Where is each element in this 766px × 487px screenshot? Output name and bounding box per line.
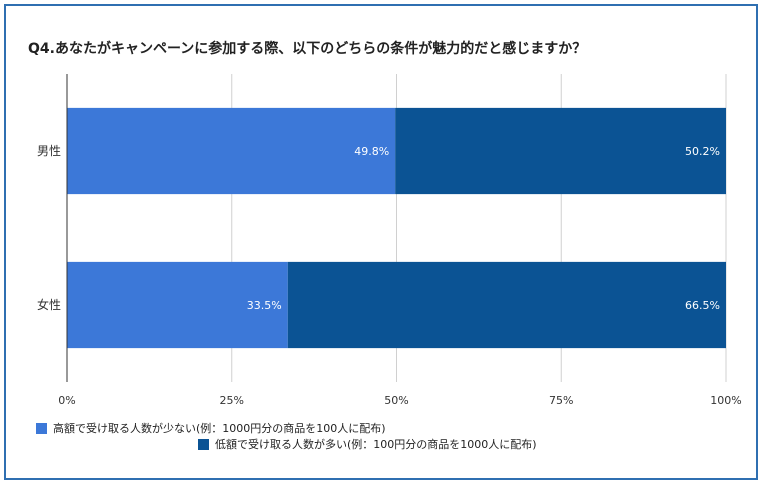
category-label: 女性: [37, 297, 61, 312]
legend-item-high-value: 高額で受け取る人数が少ない(例：1000円分の商品を100人に配布): [36, 420, 386, 436]
bar-segment: [67, 107, 396, 195]
legend-swatch-high-value: [36, 422, 47, 434]
x-tick-label: 50%: [384, 394, 408, 407]
x-tick-label: 25%: [220, 394, 244, 407]
legend-swatch-low-value: [198, 438, 209, 450]
bar-segment: [395, 107, 726, 195]
legend-item-low-value: 低額で受け取る人数が多い(例：100円分の商品を1000人に配布): [198, 436, 537, 452]
x-tick-label: 0%: [58, 394, 75, 407]
legend-label-low-value: 低額で受け取る人数が多い(例：100円分の商品を1000人に配布): [215, 438, 537, 451]
data-label: 49.8%: [354, 145, 389, 158]
data-label: 66.5%: [685, 299, 720, 312]
data-label: 50.2%: [685, 145, 720, 158]
chart-frame: [4, 4, 758, 480]
x-tick-label: 75%: [549, 394, 573, 407]
data-label: 33.5%: [247, 299, 282, 312]
bar-segment: [67, 261, 288, 349]
x-tick-label: 100%: [710, 394, 741, 407]
category-label: 男性: [37, 144, 61, 158]
legend-label-high-value: 高額で受け取る人数が少ない(例：1000円分の商品を100人に配布): [53, 422, 386, 435]
bar-segment: [287, 261, 726, 349]
chart-title: Q4.あなたがキャンペーンに参加する際、以下のどちらの条件が魅力的だと感じますか…: [28, 41, 587, 57]
